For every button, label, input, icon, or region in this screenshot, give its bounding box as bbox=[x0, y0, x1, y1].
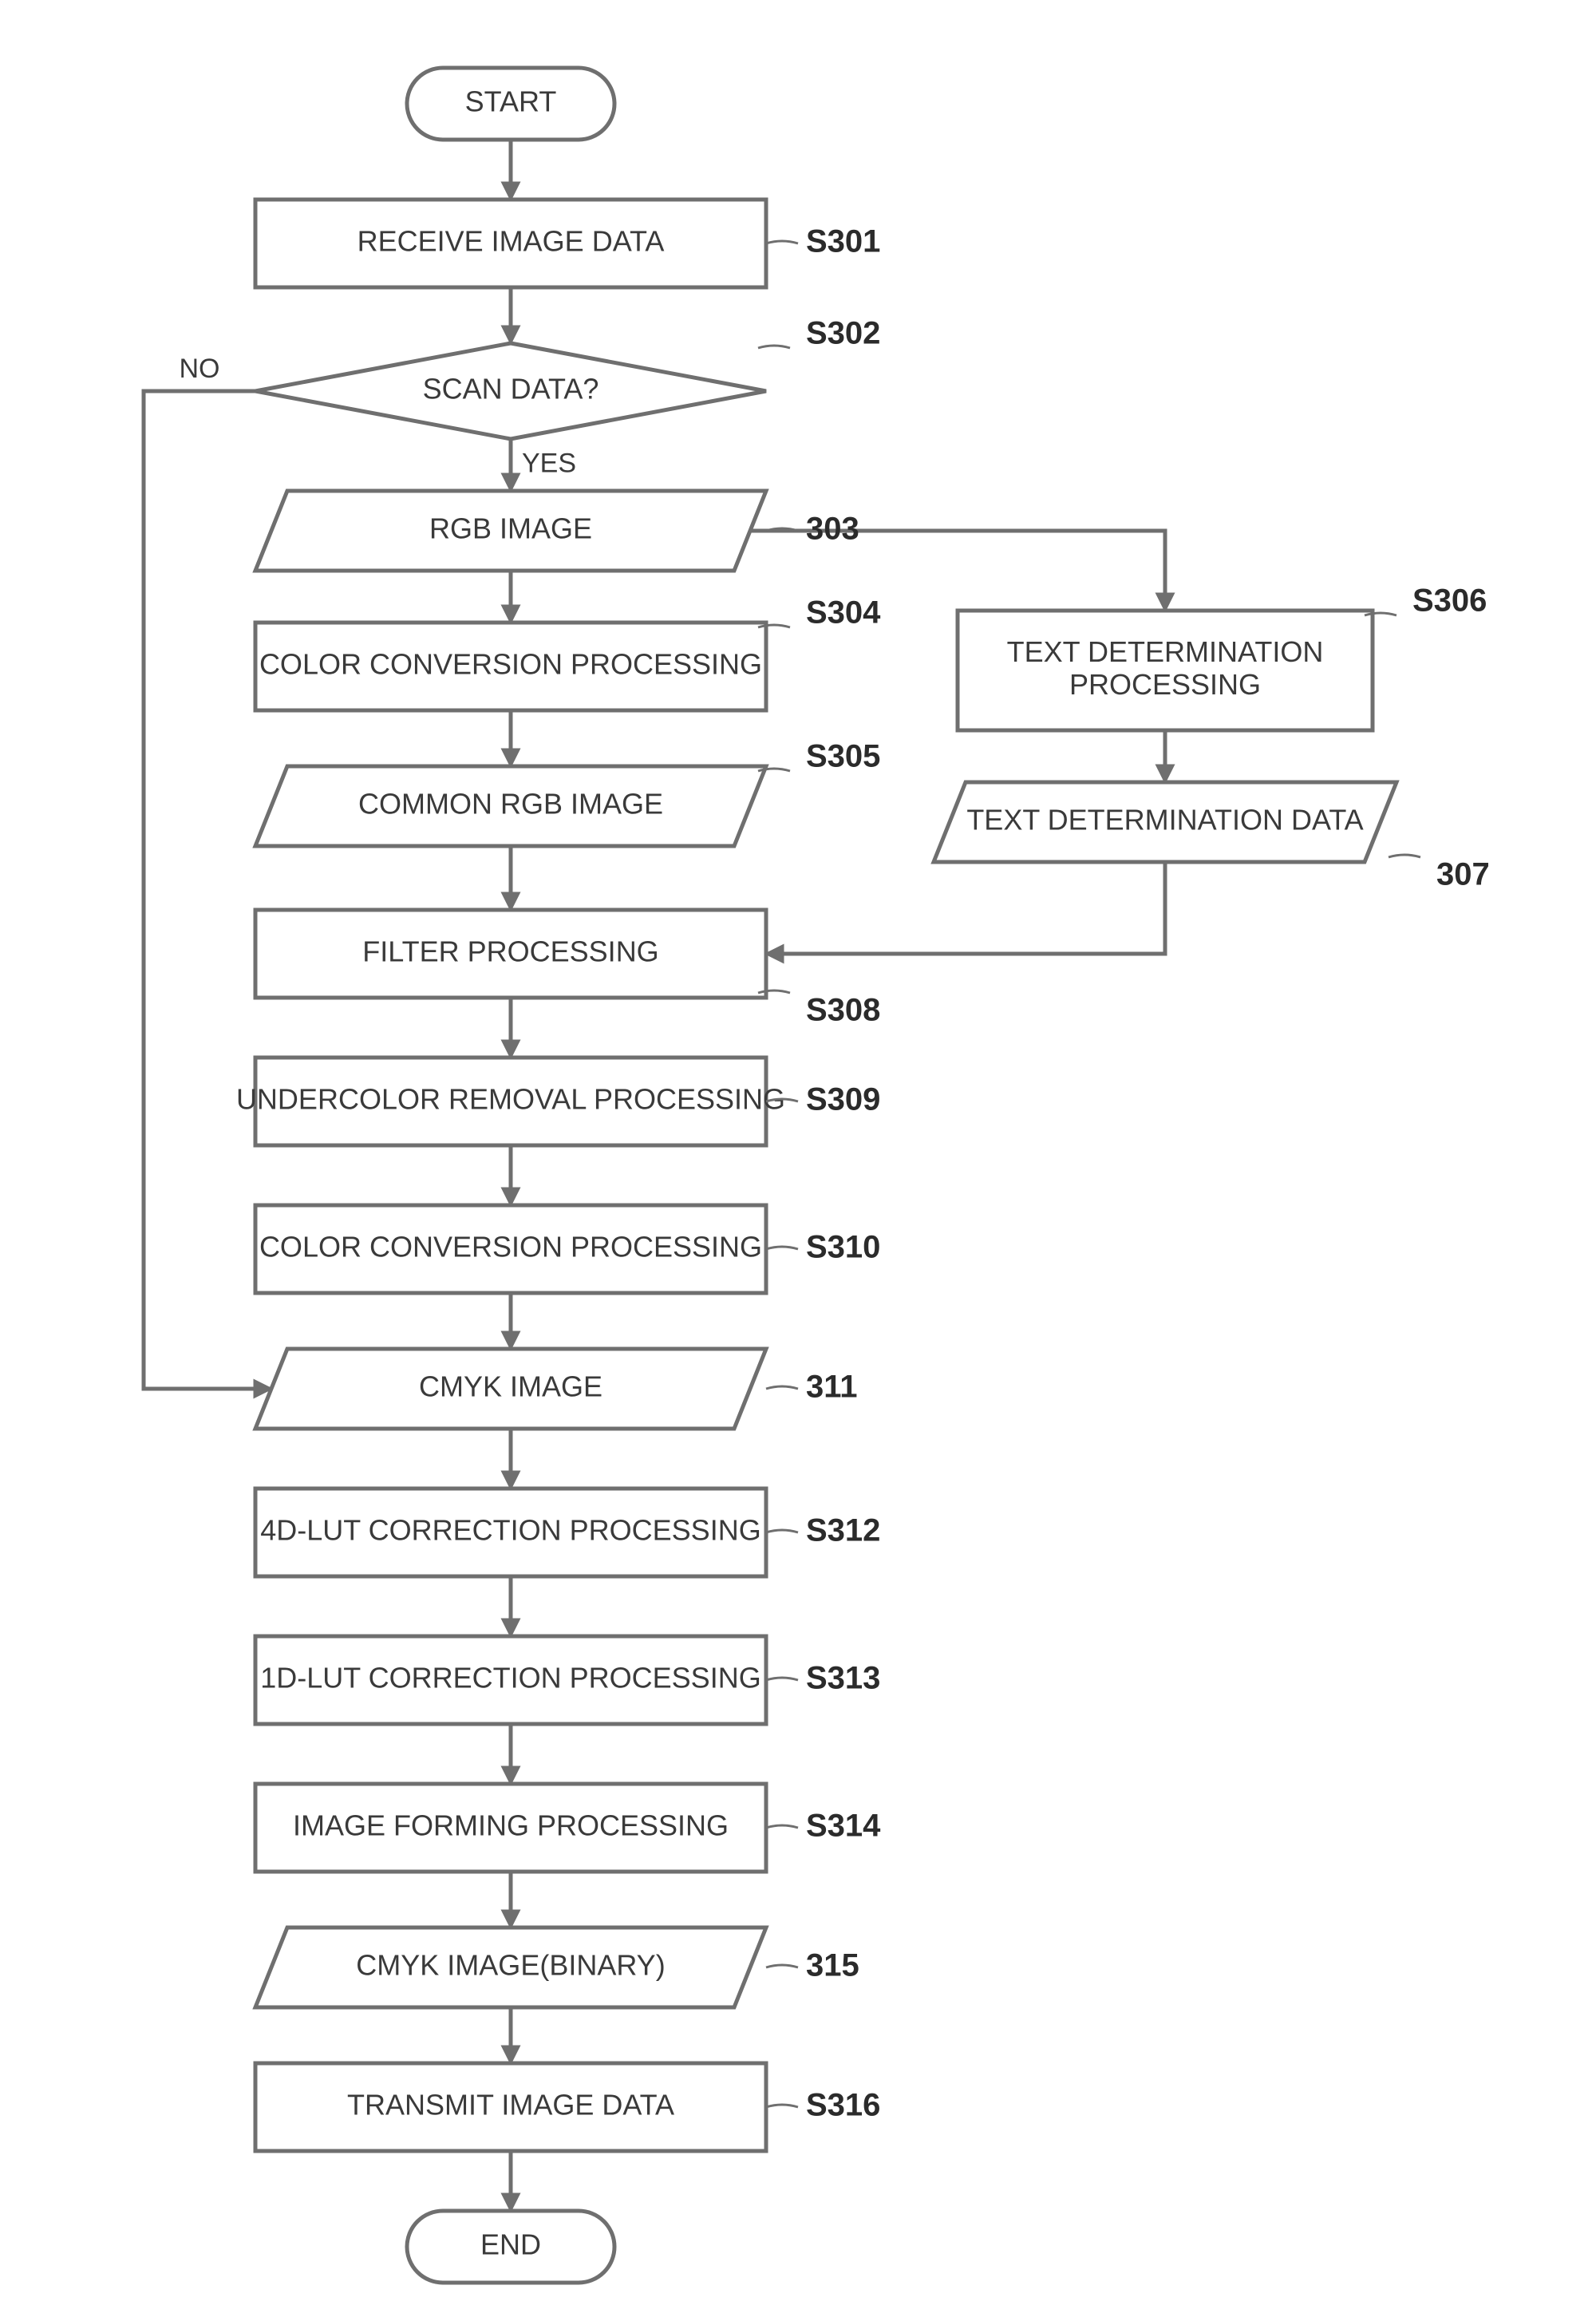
step-id-label: S309 bbox=[806, 1082, 880, 1117]
node-label: TEXT DETERMINATION DATA bbox=[966, 804, 1363, 836]
nodes-layer: START RECEIVE IMAGE DATA S301 SCAN DATA? S30… bbox=[236, 68, 1490, 2283]
node-n301: RECEIVE IMAGE DATA S301 bbox=[255, 200, 880, 287]
node-n305: COMMON RGB IMAGE S305 bbox=[255, 739, 880, 846]
step-id-label: S301 bbox=[806, 224, 880, 259]
step-id-label: S302 bbox=[806, 316, 880, 351]
leader bbox=[758, 346, 790, 348]
edge-label: YES bbox=[522, 448, 576, 478]
node-n309: UNDERCOLOR REMOVAL PROCESSING S309 bbox=[236, 1058, 880, 1145]
node-start: START bbox=[407, 68, 614, 140]
step-id-label: 315 bbox=[806, 1948, 859, 1983]
leader bbox=[766, 1530, 798, 1532]
node-label: 1D-LUT CORRECTION PROCESSING bbox=[260, 1662, 760, 1694]
step-id-label: S314 bbox=[806, 1809, 881, 1844]
node-label: IMAGE FORMING PROCESSING bbox=[293, 1809, 729, 1842]
leader bbox=[766, 1386, 798, 1389]
node-n308: FILTER PROCESSING S308 bbox=[255, 910, 880, 1028]
node-label: TRANSMIT IMAGE DATA bbox=[347, 2089, 674, 2121]
leader bbox=[766, 1965, 798, 1967]
node-label: FILTER PROCESSING bbox=[362, 935, 658, 968]
step-id-label: S304 bbox=[806, 595, 881, 631]
step-id-label: S310 bbox=[806, 1230, 880, 1265]
leader bbox=[1365, 613, 1396, 615]
flowchart: YES NO START RECEIVE IMAGE DATA S301 SCAN DAT… bbox=[0, 0, 1596, 2317]
node-label: SCAN DATA? bbox=[423, 373, 599, 405]
node-label: UNDERCOLOR REMOVAL PROCESSING bbox=[236, 1083, 785, 1116]
step-id-label: S305 bbox=[806, 739, 880, 774]
step-id-label: S313 bbox=[806, 1661, 880, 1696]
step-id-label: S308 bbox=[806, 993, 880, 1028]
node-label: 4D-LUT CORRECTION PROCESSING bbox=[260, 1514, 760, 1547]
edge bbox=[766, 862, 1165, 954]
edge-label: NO bbox=[180, 354, 220, 384]
node-n314: IMAGE FORMING PROCESSING S314 bbox=[255, 1784, 881, 1872]
node-n313: 1D-LUT CORRECTION PROCESSING S313 bbox=[255, 1636, 880, 1724]
step-id-label: 303 bbox=[806, 512, 859, 547]
node-label: TEXT DETERMINATION bbox=[1007, 635, 1324, 668]
node-label: START bbox=[465, 85, 557, 118]
node-n307: TEXT DETERMINATION DATA 307 bbox=[934, 782, 1490, 892]
node-label: COLOR CONVERSION PROCESSING bbox=[259, 648, 762, 681]
edges-layer: YES NO bbox=[144, 140, 1165, 2211]
leader bbox=[758, 769, 790, 771]
node-end: END bbox=[407, 2211, 614, 2283]
leader bbox=[766, 1825, 798, 1828]
step-id-label: 307 bbox=[1436, 857, 1490, 892]
leader bbox=[758, 990, 790, 993]
step-id-label: S306 bbox=[1412, 583, 1487, 619]
node-label: RGB IMAGE bbox=[429, 512, 592, 545]
node-label: RECEIVE IMAGE DATA bbox=[358, 225, 665, 258]
node-label: END bbox=[480, 2228, 541, 2261]
step-id-label: 311 bbox=[806, 1370, 858, 1405]
leader bbox=[766, 1247, 798, 1249]
leader bbox=[766, 1678, 798, 1680]
node-label: CMYK IMAGE(BINARY) bbox=[356, 1949, 665, 1982]
node-n306: TEXT DETERMINATIONPROCESSING S306 bbox=[958, 583, 1487, 730]
node-label: PROCESSING bbox=[1069, 668, 1261, 701]
node-label: CMYK IMAGE bbox=[419, 1370, 602, 1403]
step-id-label: S312 bbox=[806, 1513, 880, 1548]
edge bbox=[144, 391, 271, 1389]
step-id-label: S316 bbox=[806, 2088, 880, 2123]
leader bbox=[766, 2105, 798, 2107]
node-n302: SCAN DATA? S302 bbox=[255, 316, 880, 439]
node-n304: COLOR CONVERSION PROCESSING S304 bbox=[255, 595, 881, 710]
leader bbox=[766, 241, 798, 243]
leader bbox=[1389, 855, 1420, 857]
node-n312: 4D-LUT CORRECTION PROCESSING S312 bbox=[255, 1489, 880, 1576]
node-n310: COLOR CONVERSION PROCESSING S310 bbox=[255, 1205, 880, 1293]
node-n316: TRANSMIT IMAGE DATA S316 bbox=[255, 2063, 880, 2151]
leader bbox=[758, 625, 790, 627]
node-label: COMMON RGB IMAGE bbox=[358, 788, 663, 820]
node-label: COLOR CONVERSION PROCESSING bbox=[259, 1231, 762, 1263]
